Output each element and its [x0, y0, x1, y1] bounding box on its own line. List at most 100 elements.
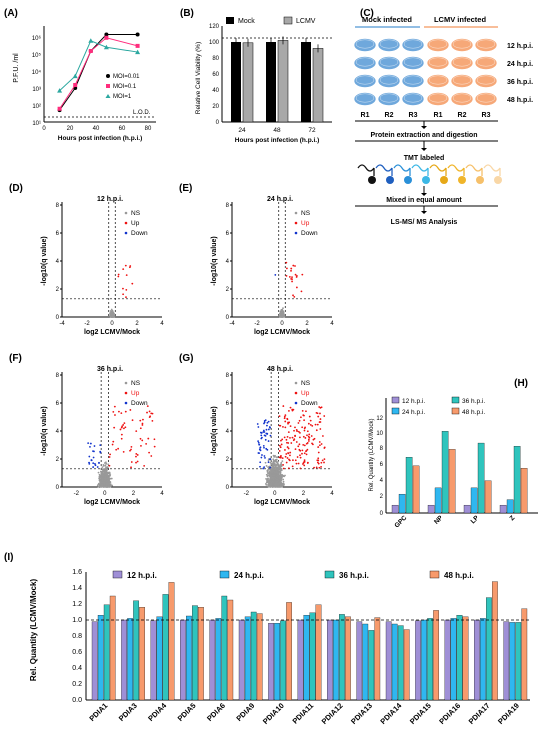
i-bar — [256, 613, 263, 701]
up-point — [153, 445, 156, 448]
up-point — [285, 453, 288, 455]
lcmv-dish — [426, 92, 450, 106]
legend-lcmv: LCMV — [296, 18, 316, 25]
lcmv-dish — [474, 38, 498, 52]
i-xtick: PDIA15 — [408, 701, 433, 726]
up-point — [135, 452, 138, 455]
dish-rim — [403, 75, 423, 85]
volcano-legend-label: Up — [301, 390, 310, 397]
down-point — [99, 450, 102, 453]
volcano-xtick: 0 — [280, 321, 284, 327]
ns-point — [105, 482, 108, 485]
ns-point — [100, 472, 103, 475]
ns-point — [101, 477, 104, 480]
panel-h-ytick: 4 — [380, 478, 384, 484]
i-xtick: PDIA1 — [87, 701, 109, 723]
ns-point — [282, 478, 285, 481]
lcmv-dish — [426, 56, 450, 70]
up-point — [289, 425, 292, 428]
volcano-xtick: -4 — [59, 321, 65, 327]
volcano-ytick: 2 — [226, 287, 230, 293]
volcano-title: 36 h.p.i. — [97, 366, 123, 373]
i-bar — [515, 622, 522, 701]
volcano-ytick: 0 — [226, 315, 230, 321]
up-point — [300, 416, 302, 419]
up-point — [118, 410, 120, 413]
panel-i-ylabel: Rel. Quantity (LCMV/Mock) — [29, 579, 38, 682]
i-bar — [156, 616, 163, 701]
down-point — [259, 461, 262, 464]
up-point — [303, 464, 306, 467]
up-point — [320, 465, 322, 468]
ns-point — [280, 485, 283, 488]
ns-point — [101, 468, 103, 470]
up-point — [130, 466, 132, 469]
legend-i48-marker — [429, 570, 440, 579]
down-point — [263, 466, 266, 469]
h-xtick: Z — [509, 514, 517, 522]
panel-b-xtick: 72 — [308, 127, 316, 134]
up-point — [145, 442, 148, 445]
i-bar — [521, 608, 528, 701]
ns-point — [275, 456, 278, 459]
up-point — [307, 438, 310, 441]
up-point — [319, 428, 322, 430]
volcano-xtick: -2 — [84, 321, 90, 327]
down-point — [263, 434, 266, 437]
legend-moi1-marker — [105, 94, 111, 98]
ns-point — [106, 474, 109, 476]
volcano-ytick: 4 — [226, 429, 230, 435]
ns-point — [276, 468, 279, 471]
h-bar — [398, 493, 406, 514]
ns-point — [103, 485, 106, 488]
mock-dish — [353, 74, 377, 88]
ns-point — [112, 315, 115, 318]
lcmv-dish — [426, 38, 450, 52]
mock-dish — [377, 38, 401, 52]
up-point — [147, 437, 150, 440]
ns-point — [97, 483, 100, 486]
volcano-panel: (G) 48 h.p.i. 8 6 4 2 0 -2 0 2 4 log2 LCMV/Mock -log… — [179, 353, 334, 506]
up-point — [108, 464, 111, 467]
volcano-ytick: 8 — [56, 203, 60, 209]
up-point — [129, 449, 131, 452]
ns-point — [103, 483, 106, 486]
h-xtick: LP — [470, 514, 481, 525]
up-point — [306, 430, 309, 433]
i-bar — [368, 630, 375, 701]
up-point — [307, 422, 310, 425]
up-point — [140, 444, 142, 447]
down-point — [268, 458, 271, 461]
up-point — [284, 420, 287, 423]
ns-point — [107, 463, 110, 466]
up-point — [310, 435, 313, 437]
ns-point — [282, 482, 285, 485]
ns-point — [279, 480, 282, 483]
legend-moi1: MOI=1 — [113, 94, 132, 100]
ns-point — [97, 471, 100, 474]
panel-c-tag: (C) — [360, 8, 374, 19]
up-point — [291, 436, 294, 439]
volcano-legend-marker — [124, 391, 128, 395]
down-point — [267, 420, 270, 423]
h-bar — [513, 446, 521, 514]
legend-h12: 12 h.p.i. — [402, 398, 425, 405]
down-point — [269, 466, 272, 469]
ns-point — [276, 476, 279, 479]
up-point — [288, 410, 290, 412]
ns-point — [269, 475, 272, 478]
ns-point — [275, 480, 278, 483]
volcano-ytick: 2 — [56, 457, 60, 463]
dish-rim — [355, 57, 375, 67]
ns-point — [109, 485, 112, 488]
volcano-legend-label: NS — [131, 210, 141, 217]
down-point — [262, 429, 265, 432]
up-point — [317, 457, 320, 460]
ns-point — [273, 482, 275, 485]
down-point — [268, 426, 271, 428]
up-point — [119, 428, 122, 431]
up-point — [291, 408, 294, 411]
up-point — [319, 421, 322, 423]
i-bar — [427, 618, 433, 701]
ns-point — [99, 474, 101, 477]
